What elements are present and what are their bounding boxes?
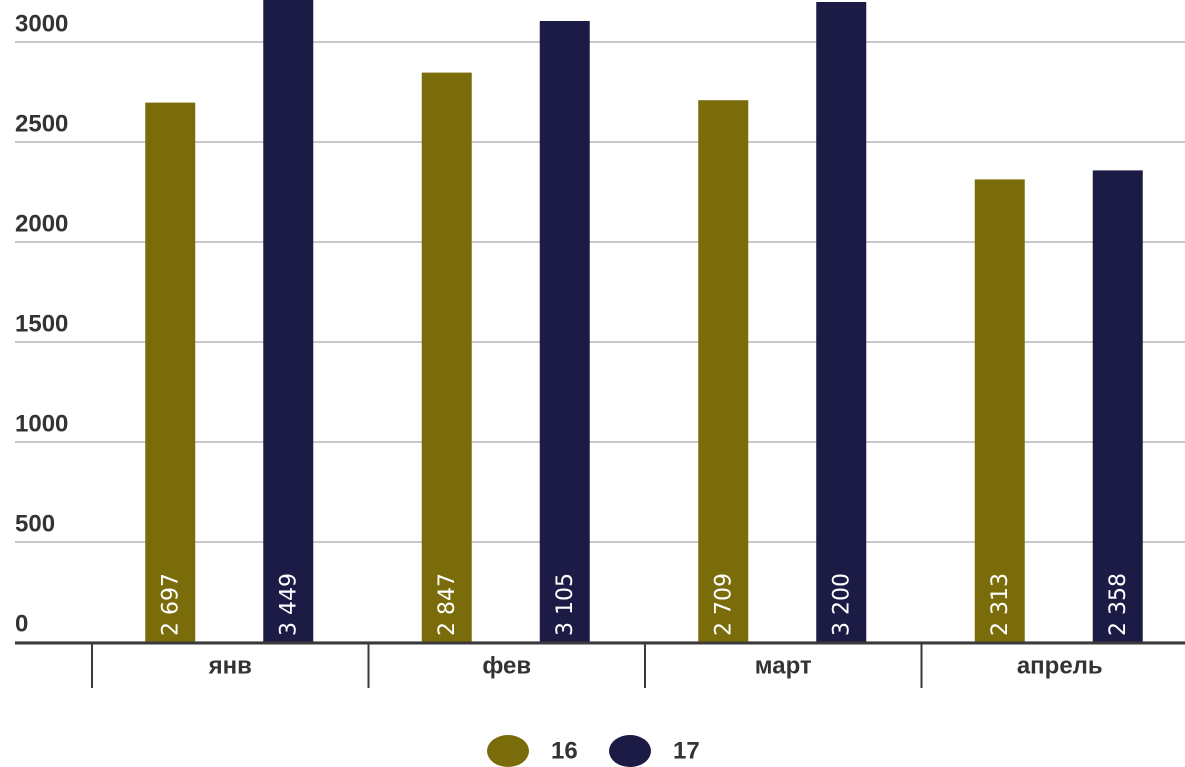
y-tick-label: 0 [15,610,28,637]
value-label: 2 847 [435,573,460,636]
x-tick-label: март [755,652,812,679]
bar [263,0,314,642]
value-label: 2 358 [1106,573,1131,636]
value-label: 2 697 [158,573,183,636]
bar [421,72,472,643]
legend-label: 16 [551,737,578,764]
legend-label: 17 [673,737,700,764]
value-label: 3 449 [276,573,301,636]
x-tick-label: фев [482,652,531,679]
y-tick-label: 3000 [15,10,68,37]
value-label: 3 200 [829,573,854,636]
y-tick-label: 2000 [15,210,68,237]
x-tick-label: апрель [1017,652,1103,679]
value-label: 2 709 [711,573,736,636]
y-tick-label: 1500 [15,310,68,337]
bar [1092,170,1143,642]
y-tick-label: 2500 [15,110,68,137]
value-label: 2 313 [988,573,1013,636]
y-tick-label: 1000 [15,410,68,437]
bar [698,100,749,642]
legend-marker [609,735,651,767]
y-tick-label: 500 [15,510,55,537]
bar [145,102,196,643]
x-tick-label: янв [208,652,252,679]
legend-marker [487,735,529,767]
bar [539,21,590,642]
bar [816,2,867,642]
value-label: 3 105 [553,573,578,636]
bar [974,179,1025,642]
